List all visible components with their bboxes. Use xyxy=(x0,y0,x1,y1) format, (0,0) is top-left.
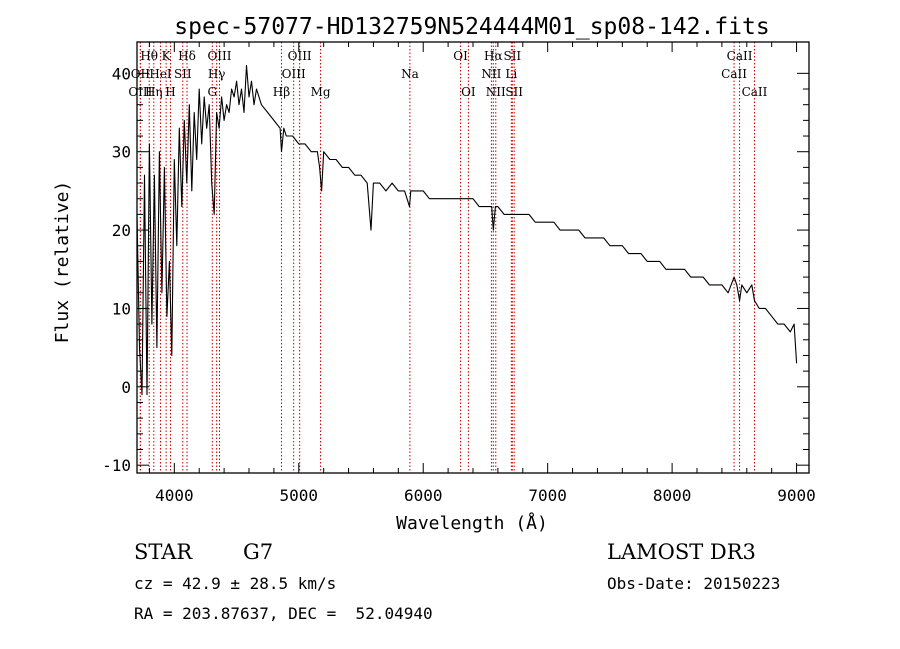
marker-label: OI xyxy=(461,85,476,99)
marker-label: OIII xyxy=(207,49,231,63)
y-tick-label: -10 xyxy=(102,456,131,475)
marker-label: G xyxy=(207,85,217,99)
marker-label: OIII xyxy=(288,49,312,63)
marker-label: OIII xyxy=(128,85,152,99)
y-tick-label: 30 xyxy=(112,143,131,162)
x-axis: 4000 5000 6000 7000 8000 9000 xyxy=(148,42,816,505)
marker-label: CaII xyxy=(742,85,768,99)
marker-label: SII xyxy=(505,85,523,99)
marker-label: K xyxy=(162,49,172,63)
x-tick-label: 6000 xyxy=(404,486,443,505)
marker-label: SII xyxy=(174,67,192,81)
marker-label: H xyxy=(165,85,175,99)
plot-frame xyxy=(136,41,810,474)
marker-label: SII xyxy=(503,49,521,63)
y-tick-label: 0 xyxy=(121,378,131,397)
marker-label: NII xyxy=(481,67,501,81)
marker-label: Hη xyxy=(145,85,163,99)
object-class: STAR xyxy=(134,540,193,564)
chart-title: spec-57077-HD132759N524444M01_sp08-142.f… xyxy=(174,14,769,40)
x-tick-label: 7000 xyxy=(528,486,567,505)
marker-label: Hβ xyxy=(273,85,290,99)
marker-label: Hδ xyxy=(178,49,196,63)
x-tick-label: 8000 xyxy=(653,486,692,505)
obs-date: Obs-Date: 20150223 xyxy=(607,574,780,593)
y-tick-label: 20 xyxy=(112,221,131,240)
marker-label: OII xyxy=(131,67,151,81)
spectrum-line xyxy=(136,64,798,396)
marker-label: Na xyxy=(401,67,419,81)
marker-label: Mg xyxy=(311,85,331,99)
y-axis: -10 0 10 20 30 40 xyxy=(102,64,809,475)
coordinates-readout: RA = 203.87637, DEC = 52.04940 xyxy=(134,604,433,623)
marker-label: HeI xyxy=(149,67,172,81)
object-subclass: G7 xyxy=(243,540,273,564)
survey-name: LAMOST DR3 xyxy=(607,540,756,564)
x-tick-label: 9000 xyxy=(777,486,816,505)
marker-label: CaII xyxy=(721,67,747,81)
y-tick-label: 10 xyxy=(112,299,131,318)
y-axis-label: Flux (relative) xyxy=(52,181,73,344)
x-axis-label: Wavelength (Å) xyxy=(396,512,548,534)
marker-label: Hγ xyxy=(208,67,226,81)
marker-label: NII xyxy=(486,85,506,99)
marker-label: CaII xyxy=(727,49,753,63)
marker-label: Hθ xyxy=(140,49,158,63)
line-markers xyxy=(139,42,755,473)
marker-label: OI xyxy=(453,49,468,63)
x-tick-label: 4000 xyxy=(155,486,194,505)
x-tick-label: 5000 xyxy=(280,486,319,505)
redshift-readout: cz = 42.9 ± 28.5 km/s xyxy=(134,574,336,593)
marker-label: Li xyxy=(505,67,517,81)
marker-label: Hα xyxy=(484,49,503,63)
y-tick-label: 40 xyxy=(112,64,131,83)
marker-label: OIII xyxy=(282,67,306,81)
